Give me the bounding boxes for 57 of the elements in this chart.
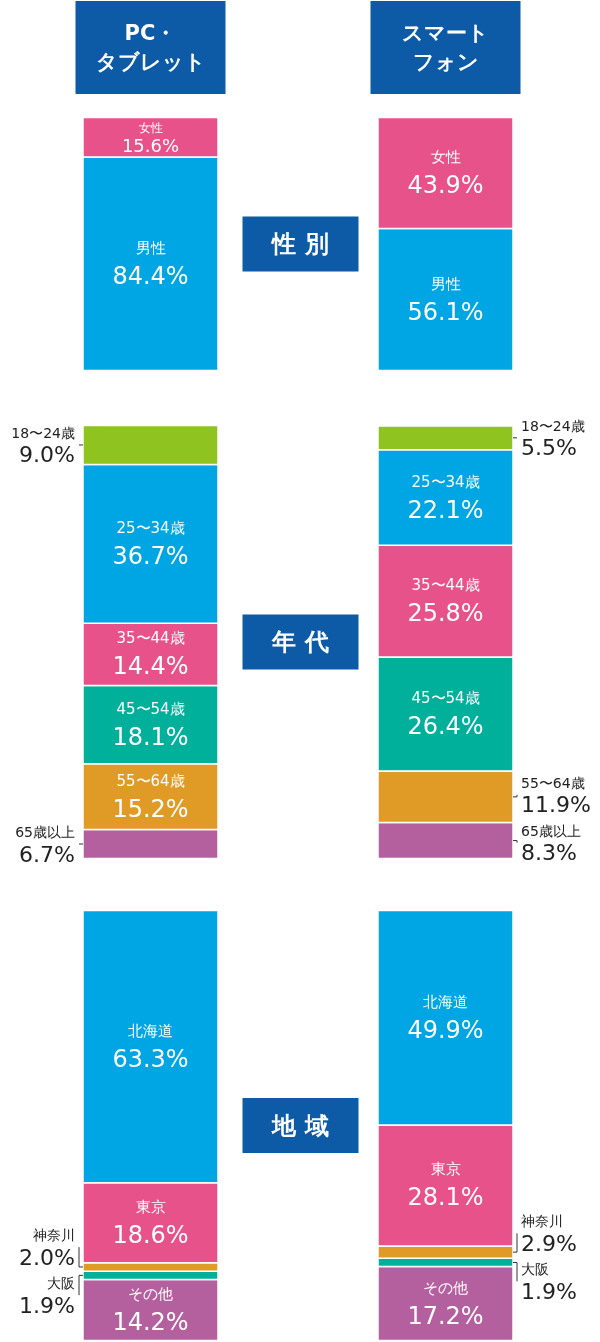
series-label: 65歳以上	[15, 824, 76, 841]
text: 18〜24歳	[521, 417, 585, 434]
data-label: 17.2%	[407, 1301, 484, 1330]
series-label: 東京	[135, 1197, 166, 1216]
data-label: 26.4%	[407, 712, 484, 741]
text: 25〜34歳	[116, 518, 185, 537]
text: 年 代	[271, 628, 329, 656]
data-label: 6.7%	[19, 841, 76, 867]
data-label: 18.1%	[112, 722, 189, 751]
data-label: 9.0%	[19, 442, 76, 468]
data-label: 43.9%	[407, 171, 484, 200]
data-label: 56.1%	[407, 297, 484, 326]
text: 35〜44歳	[411, 576, 480, 595]
series-label: 55〜64歳	[116, 771, 185, 790]
series-label: その他	[128, 1284, 173, 1303]
text: 45〜54歳	[411, 689, 480, 708]
text: 神奈川	[33, 1227, 75, 1244]
data-label: 8.3%	[521, 840, 577, 866]
data-label: 18.6%	[112, 1220, 189, 1249]
data-label: 84.4%	[112, 261, 189, 290]
series-label: 25〜34歳	[411, 472, 480, 491]
data-label: 15.2%	[112, 794, 189, 823]
data-label: 14.2%	[112, 1307, 189, 1336]
series-label: 18〜24歳	[11, 424, 76, 441]
text: 55〜64歳	[521, 774, 585, 791]
data-label: 1.9%	[19, 1292, 76, 1318]
data-label: 1.9%	[521, 1278, 577, 1304]
data-label: 14.4%	[112, 652, 189, 681]
text: 女性	[430, 148, 461, 167]
text: その他	[423, 1278, 468, 1297]
text: 大阪	[521, 1261, 549, 1278]
text: 性 別	[270, 230, 329, 258]
data-label: 2.0%	[19, 1244, 76, 1270]
data-label: 5.5%	[521, 435, 577, 461]
data-label: 49.9%	[407, 1015, 484, 1044]
data-label: 15.6%	[121, 134, 180, 156]
series-label: 男性	[430, 274, 461, 293]
x-tick-label: PC・タブレット	[95, 21, 206, 74]
data-label: 11.9%	[521, 792, 591, 818]
x-tick-label: スマートフォン	[402, 21, 489, 74]
text: 東京	[430, 1160, 461, 1179]
data-label: 63.3%	[112, 1044, 189, 1073]
text: 65歳以上	[521, 822, 581, 839]
series-label: 35〜44歳	[116, 629, 185, 648]
text: 北海道	[423, 992, 468, 1011]
data-label: 25.8%	[407, 599, 484, 628]
series-label: 大阪	[47, 1275, 75, 1292]
data-label: 22.1%	[407, 495, 484, 524]
series-label: 45〜54歳	[116, 699, 185, 718]
data-label: 36.7%	[112, 541, 189, 570]
text: 地 域	[271, 1111, 329, 1140]
text: 男性	[135, 238, 166, 257]
series-label: 北海道	[128, 1021, 173, 1040]
series-label: 神奈川	[521, 1213, 563, 1230]
series-label: 女性	[138, 121, 163, 136]
data-label: 2.9%	[521, 1230, 577, 1256]
data-label: 28.1%	[407, 1183, 484, 1212]
